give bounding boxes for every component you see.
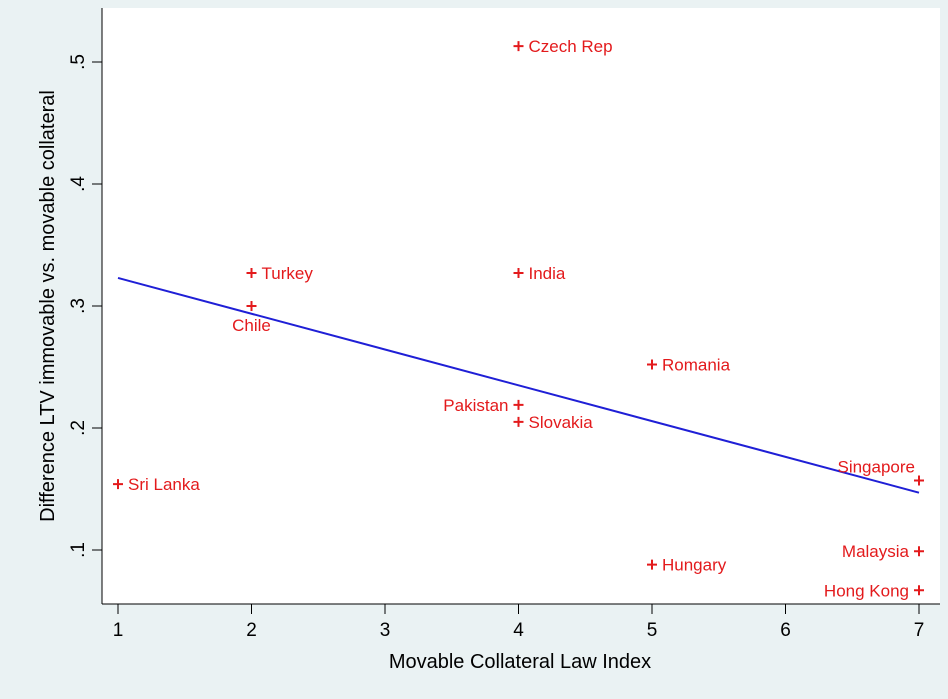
y-tick-label: .3 [68, 298, 89, 314]
y-tick-label: .4 [68, 176, 89, 192]
point-marker [513, 399, 524, 410]
x-tick-label: 5 [647, 620, 658, 641]
point-marker [513, 268, 524, 279]
point-marker [246, 301, 257, 311]
point-marker [647, 359, 657, 370]
y-axis-label: Difference LTV immovable vs. movable col… [37, 90, 59, 522]
point-label: Malaysia [842, 542, 910, 561]
data-point: Slovakia [513, 413, 594, 432]
point-marker [914, 546, 924, 557]
fit-line [117, 276, 920, 494]
point-label: Slovakia [529, 413, 594, 432]
axes: 1 2 3 4 5 6 7 .1 .2 .3 .4 .5 [68, 8, 940, 641]
data-point: Czech Rep [513, 37, 613, 56]
point-marker [647, 559, 657, 570]
point-label: Romania [662, 356, 731, 375]
point-label: Singapore [837, 457, 915, 476]
point-marker [113, 479, 123, 490]
data-point: Hong Kong [824, 581, 924, 600]
point-label: India [529, 264, 566, 283]
data-points: Czech Rep Turkey India Chile Romania Pakistan… [113, 37, 924, 600]
fit-line-layer [117, 276, 920, 494]
x-tick-label: 4 [513, 620, 524, 641]
data-point: Romania [647, 356, 731, 375]
data-point: Pakistan [443, 396, 524, 415]
data-point: India [513, 264, 566, 283]
x-axis-label: Movable Collateral Law Index [389, 651, 651, 673]
y-tick-label: .5 [68, 54, 89, 70]
x-tick-label: 6 [780, 620, 791, 641]
point-label: Pakistan [443, 396, 508, 415]
point-marker [513, 416, 524, 427]
y-tick-label: .1 [68, 542, 89, 558]
x-tick-label: 1 [113, 620, 124, 641]
data-point: Turkey [246, 264, 314, 283]
point-marker [246, 268, 257, 279]
point-marker [914, 475, 924, 486]
plot-area [102, 8, 940, 604]
data-point: Malaysia [842, 542, 924, 561]
x-tick-label: 2 [246, 620, 257, 641]
x-tick-label: 3 [380, 620, 391, 641]
point-label: Turkey [262, 264, 314, 283]
point-label: Hong Kong [824, 581, 909, 600]
point-marker [513, 41, 524, 52]
point-label: Chile [232, 316, 271, 335]
point-label: Hungary [662, 556, 727, 575]
data-point: Hungary [647, 556, 727, 575]
data-point: Chile [232, 301, 271, 335]
data-point: Singapore [837, 457, 924, 486]
point-marker [914, 585, 924, 596]
data-point: Sri Lanka [113, 475, 200, 494]
point-label: Sri Lanka [128, 475, 200, 494]
x-tick-label: 7 [914, 620, 925, 641]
y-tick-label: .2 [68, 420, 89, 436]
point-label: Czech Rep [529, 37, 613, 56]
